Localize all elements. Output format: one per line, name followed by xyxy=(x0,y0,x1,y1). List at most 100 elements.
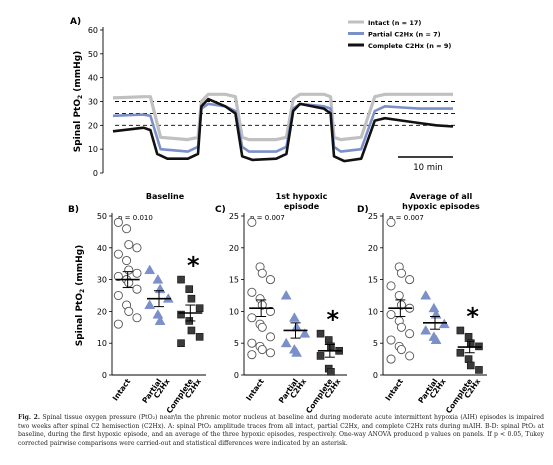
y-tick-label: 15 xyxy=(229,276,239,285)
data-point-complete xyxy=(195,304,204,313)
data-point-complete xyxy=(195,333,204,341)
y-tick-label: 0 xyxy=(234,371,239,380)
series-line-intact xyxy=(112,92,453,142)
y-tick-label: 40 xyxy=(97,244,107,253)
p-value-label: p = 0.010 xyxy=(118,214,153,222)
y-tick-label: 50 xyxy=(97,212,107,221)
data-point-partial xyxy=(154,315,166,325)
data-point-complete xyxy=(324,336,333,344)
y-tick-label: 30 xyxy=(97,276,107,285)
y-tick-label: 15 xyxy=(368,276,378,285)
data-point-intact xyxy=(247,217,257,227)
data-point-complete xyxy=(464,355,473,363)
data-point-intact xyxy=(386,310,396,320)
panel-b: B) Baseline 0 10 20 30 40 50 Spinal PtO2 (mmHg) p… xyxy=(68,192,206,415)
data-point-partial xyxy=(430,334,442,345)
data-point-complete xyxy=(456,348,465,357)
y-axis-title: Spinal PtO2 (mmHg) xyxy=(75,245,86,347)
x-tick-label: Intact xyxy=(383,377,405,403)
caption-text: Spinal tissue oxygen pressure (PtO₂) nea… xyxy=(18,414,544,447)
y-tick-label: 20 xyxy=(368,244,378,253)
data-point-intact xyxy=(386,281,396,291)
series-line-partial xyxy=(112,102,453,153)
legend-label-intact: Intact (n = 17) xyxy=(368,19,421,27)
data-point-complete xyxy=(464,333,473,341)
y-tick-label: 10 xyxy=(229,307,239,316)
data-point-complete xyxy=(466,361,475,370)
y-tick-label: 50 xyxy=(88,50,98,59)
data-point-intact xyxy=(405,329,415,339)
p-value-label: p = 0.007 xyxy=(389,214,424,222)
data-point-intact xyxy=(386,335,396,345)
data-point-partial xyxy=(291,347,303,357)
x-tick-label: Intact xyxy=(111,377,133,403)
data-point-intact xyxy=(386,354,396,364)
data-point-complete xyxy=(177,275,185,284)
data-point-intact xyxy=(122,224,132,234)
data-point-complete xyxy=(327,368,335,376)
caption-label: Fig. 2. xyxy=(18,414,40,421)
data-point-intact xyxy=(113,249,123,259)
y-tick-label: 0 xyxy=(102,371,107,380)
panel-a: A) 0 10 20 30 40 50 60 Spinal PtO2 (mmHg) Intact … xyxy=(70,17,455,178)
data-point-intact xyxy=(113,217,123,227)
series-line-complete xyxy=(112,97,454,163)
data-point-intact xyxy=(132,313,142,323)
data-point-complete xyxy=(187,294,196,303)
y-tick-label: 5 xyxy=(234,339,239,348)
data-point-intact xyxy=(247,287,257,297)
data-point-intact xyxy=(396,345,406,355)
y-tick-label: 60 xyxy=(88,26,98,35)
y-tick-label: 10 xyxy=(368,307,378,316)
legend-label-partial: Partial C2Hx (n = 7) xyxy=(368,31,441,39)
data-point-partial xyxy=(288,312,300,322)
data-point-complete xyxy=(187,326,196,335)
y-tick-label: 20 xyxy=(97,307,107,316)
y-tick-label: 25 xyxy=(229,212,239,221)
data-point-intact xyxy=(247,350,257,360)
panel-title: Baseline xyxy=(146,192,185,201)
panel-label: C) xyxy=(215,205,226,215)
data-point-intact xyxy=(394,290,404,301)
data-point-complete xyxy=(466,339,475,348)
data-point-intact xyxy=(247,338,257,348)
significance-asterisk: * xyxy=(327,306,340,334)
x-tick-label: Intact xyxy=(244,377,266,403)
data-point-partial xyxy=(144,299,156,310)
data-point-partial xyxy=(428,302,440,313)
data-point-intact xyxy=(265,348,276,358)
figure-caption: Fig. 2. Spinal tissue oxygen pressure (P… xyxy=(18,414,544,448)
y-tick-label: 10 xyxy=(97,339,107,348)
legend-label-complete: Complete C2Hx (n = 9) xyxy=(368,42,451,50)
data-point-intact xyxy=(124,240,134,250)
panel-title: Average of all xyxy=(410,192,473,201)
data-point-intact xyxy=(257,268,267,278)
data-point-intact xyxy=(405,351,415,361)
data-point-intact xyxy=(257,322,267,332)
y-tick-label: 20 xyxy=(229,244,239,253)
data-point-intact xyxy=(124,278,134,288)
data-point-intact xyxy=(396,300,406,310)
data-point-partial xyxy=(144,264,156,275)
y-tick-label: 5 xyxy=(373,339,378,348)
data-point-partial xyxy=(420,289,432,300)
y-axis-title: Spinal PtO2 (mmHg) xyxy=(73,51,84,153)
panel-label: B) xyxy=(68,205,79,215)
significance-asterisk: * xyxy=(466,302,479,330)
data-point-complete xyxy=(456,326,465,335)
data-point-complete xyxy=(185,285,194,293)
data-point-complete xyxy=(316,352,325,360)
data-point-partial xyxy=(299,328,311,338)
data-point-intact xyxy=(396,322,406,332)
data-point-intact xyxy=(265,275,276,285)
y-tick-label: 30 xyxy=(88,98,98,107)
data-point-intact xyxy=(124,306,134,316)
y-tick-label: 10 xyxy=(88,145,98,154)
data-point-intact xyxy=(124,265,134,275)
data-point-intact xyxy=(265,306,276,316)
data-point-partial xyxy=(152,274,164,284)
panel-title: hypoxic episodes xyxy=(402,202,480,211)
